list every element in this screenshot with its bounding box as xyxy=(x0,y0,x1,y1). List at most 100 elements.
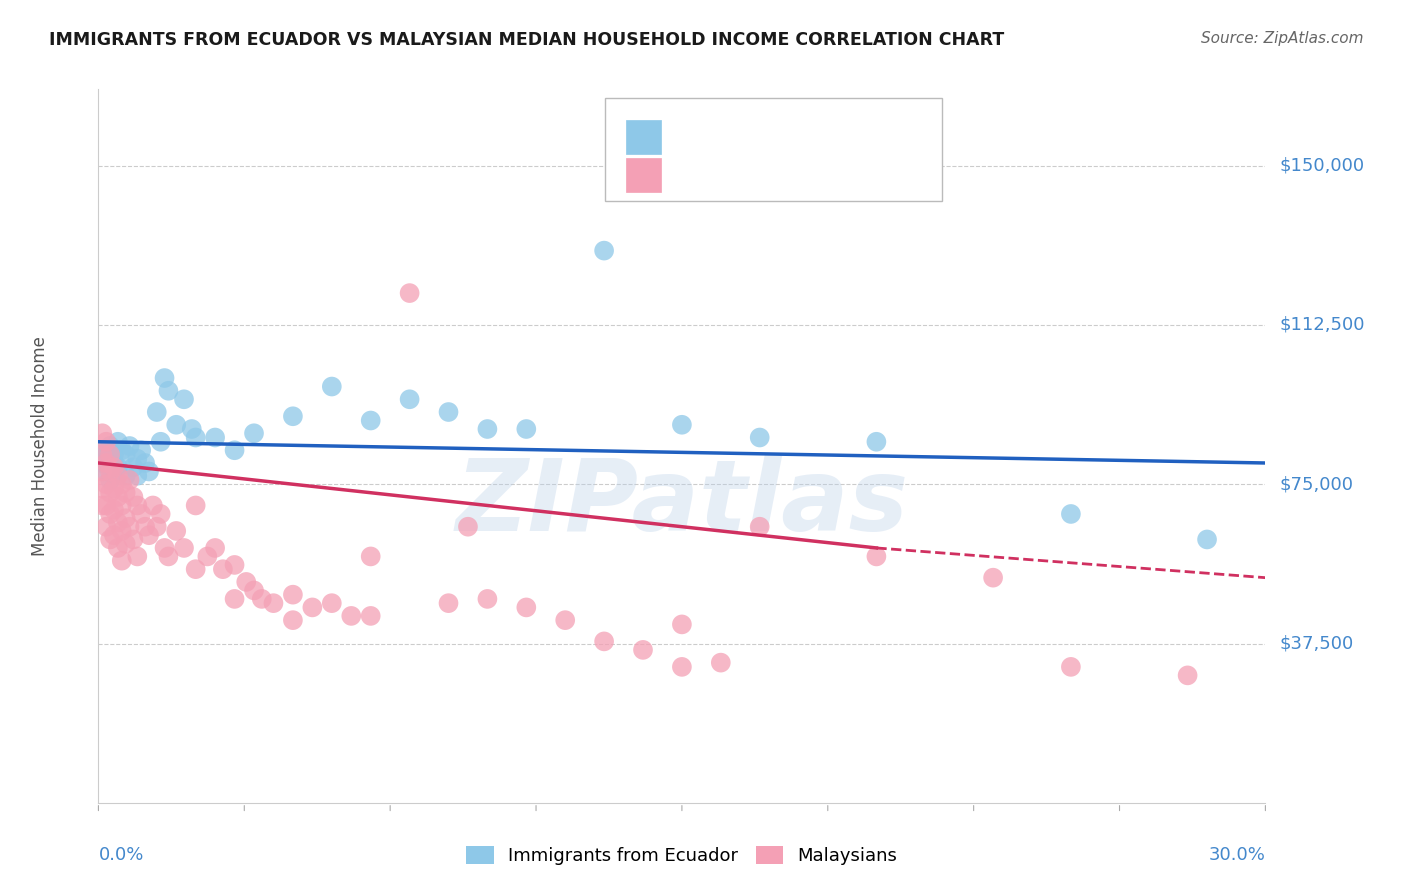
Point xyxy=(671,617,693,632)
Point xyxy=(437,596,460,610)
Point xyxy=(515,600,537,615)
Text: R = -0.084   N = 45: R = -0.084 N = 45 xyxy=(672,128,858,146)
Point xyxy=(477,591,499,606)
Text: 30.0%: 30.0% xyxy=(1209,846,1265,863)
Point xyxy=(398,286,420,301)
Point xyxy=(134,519,156,533)
Point xyxy=(118,473,141,487)
Point xyxy=(981,571,1004,585)
Point xyxy=(671,417,693,432)
Point xyxy=(157,384,180,398)
Point xyxy=(91,426,114,441)
Point xyxy=(165,417,187,432)
Text: Median Household Income: Median Household Income xyxy=(31,336,49,556)
Point xyxy=(129,443,152,458)
Point xyxy=(631,643,654,657)
Point xyxy=(98,448,121,462)
Point xyxy=(98,439,121,453)
Point xyxy=(114,468,136,483)
Point xyxy=(127,451,149,466)
Point xyxy=(710,656,733,670)
Point xyxy=(96,456,118,470)
Point xyxy=(91,448,114,462)
Point xyxy=(96,499,118,513)
Text: 0.0%: 0.0% xyxy=(98,846,143,863)
Point xyxy=(184,499,207,513)
Point xyxy=(398,392,420,407)
Point xyxy=(96,434,118,449)
Point xyxy=(157,549,180,564)
Point xyxy=(250,591,273,606)
Point xyxy=(111,477,134,491)
Point xyxy=(1060,507,1083,521)
Point xyxy=(212,562,235,576)
Text: $37,500: $37,500 xyxy=(1279,634,1354,653)
Point xyxy=(321,379,343,393)
Point xyxy=(103,482,125,496)
Point xyxy=(122,533,145,547)
Point xyxy=(129,507,152,521)
Point xyxy=(184,430,207,444)
Point xyxy=(554,613,576,627)
Point xyxy=(98,465,121,479)
Point xyxy=(149,434,172,449)
Point xyxy=(103,502,125,516)
Point xyxy=(173,392,195,407)
Point xyxy=(173,541,195,555)
Point xyxy=(593,244,616,258)
Text: ZIPatlas: ZIPatlas xyxy=(456,455,908,551)
Text: $75,000: $75,000 xyxy=(1279,475,1354,493)
Point xyxy=(91,465,114,479)
Point xyxy=(262,596,284,610)
Point xyxy=(98,473,121,487)
Point xyxy=(103,460,125,475)
Point xyxy=(114,511,136,525)
Point xyxy=(98,485,121,500)
Point xyxy=(1177,668,1199,682)
Text: IMMIGRANTS FROM ECUADOR VS MALAYSIAN MEDIAN HOUSEHOLD INCOME CORRELATION CHART: IMMIGRANTS FROM ECUADOR VS MALAYSIAN MED… xyxy=(49,31,1004,49)
Point xyxy=(153,541,176,555)
Point xyxy=(301,600,323,615)
Point xyxy=(184,562,207,576)
Legend: Immigrants from Ecuador, Malaysians: Immigrants from Ecuador, Malaysians xyxy=(460,838,904,872)
Point xyxy=(360,608,382,623)
Point xyxy=(142,499,165,513)
Point xyxy=(477,422,499,436)
Point xyxy=(165,524,187,538)
Point xyxy=(91,456,114,470)
Point xyxy=(1060,660,1083,674)
Point xyxy=(114,485,136,500)
Point xyxy=(153,371,176,385)
Point xyxy=(107,541,129,555)
Point xyxy=(122,460,145,475)
Point xyxy=(593,634,616,648)
Point xyxy=(321,596,343,610)
Point xyxy=(204,430,226,444)
Point xyxy=(107,434,129,449)
Point xyxy=(127,499,149,513)
Point xyxy=(107,490,129,504)
Text: R = -0.206   N =  81: R = -0.206 N = 81 xyxy=(672,166,865,184)
Point xyxy=(91,482,114,496)
Point xyxy=(224,558,246,572)
Point xyxy=(224,591,246,606)
Point xyxy=(138,528,160,542)
Point xyxy=(360,549,382,564)
Point xyxy=(180,422,202,436)
Point xyxy=(96,443,118,458)
Point xyxy=(98,460,121,475)
Point xyxy=(127,468,149,483)
Point xyxy=(195,549,218,564)
Point xyxy=(96,465,118,479)
Point xyxy=(107,468,129,483)
Point xyxy=(107,516,129,530)
Point xyxy=(671,660,693,674)
Point xyxy=(457,519,479,533)
Point xyxy=(437,405,460,419)
Point xyxy=(98,533,121,547)
Point xyxy=(96,477,118,491)
Point xyxy=(748,519,770,533)
Text: Source: ZipAtlas.com: Source: ZipAtlas.com xyxy=(1201,31,1364,46)
Point xyxy=(281,588,304,602)
Point xyxy=(149,507,172,521)
